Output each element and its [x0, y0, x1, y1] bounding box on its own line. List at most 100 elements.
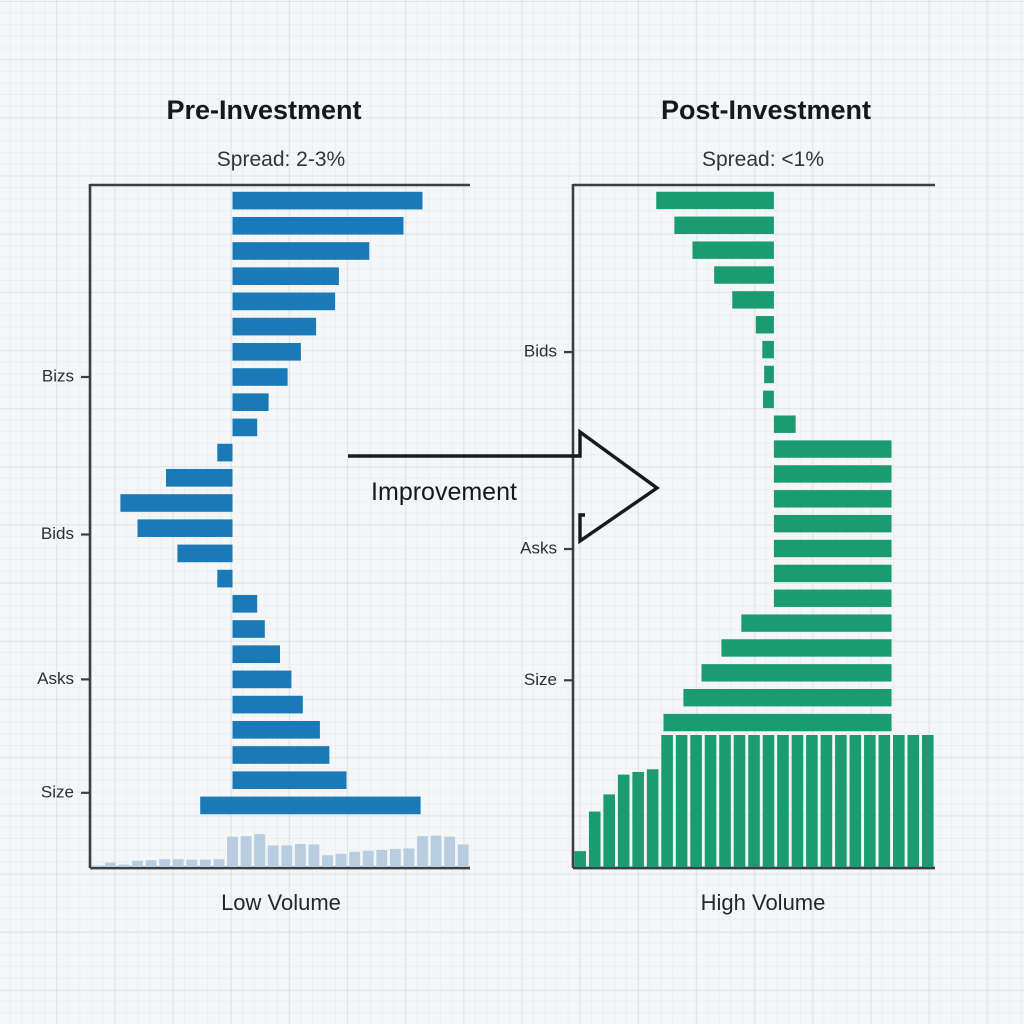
volume-bar [294, 843, 306, 867]
axis-tick-label-asks: Asks [520, 539, 557, 558]
axis-tick-label-asks: Asks [37, 669, 74, 688]
depth-bar [773, 440, 892, 458]
volume-bar [704, 735, 717, 867]
depth-bar [773, 490, 892, 508]
depth-bar [232, 368, 288, 386]
depth-bar [177, 544, 233, 563]
depth-bar [166, 468, 233, 487]
volume-bar [159, 859, 171, 867]
volume-bar [719, 735, 731, 867]
volume-bar [430, 835, 442, 867]
volume-bar [308, 844, 320, 867]
volume-bar [893, 735, 905, 867]
depth-bar [232, 267, 339, 286]
volume-bar [690, 735, 702, 867]
depth-bar [232, 191, 423, 210]
depth-bar [232, 746, 330, 764]
volume-bar [646, 769, 659, 867]
depth-bar [232, 771, 347, 790]
volume-bar [748, 735, 760, 867]
volume-bar [675, 735, 688, 867]
depth-bar [773, 539, 892, 558]
depth-bar [764, 365, 774, 384]
volume-bar [254, 834, 266, 867]
volume-bar [172, 859, 184, 867]
volume-bar [588, 811, 601, 867]
improvement-arrow-icon [348, 428, 660, 545]
volume-bar [186, 859, 198, 867]
depth-bar [763, 390, 774, 409]
volume-bar [267, 845, 279, 867]
improvement-arrow-label: Improvement [371, 478, 517, 506]
volume-bar [878, 735, 891, 867]
volume-bar [281, 845, 293, 867]
depth-bar [755, 316, 774, 334]
left-panel-ticks: Bizs Bids Asks Size [37, 366, 90, 801]
depth-bar [773, 465, 892, 483]
depth-bar [663, 713, 892, 732]
volume-bar [199, 859, 211, 867]
volume-bar [132, 860, 143, 867]
depth-bar [232, 216, 404, 235]
axis-tick-label-size: Size [41, 782, 74, 801]
depth-bar [137, 519, 233, 538]
depth-bar [232, 342, 301, 361]
volume-bar [921, 735, 934, 867]
volume-bar [444, 836, 456, 867]
volume-bar [820, 735, 833, 867]
depth-bar [741, 614, 892, 632]
volume-bar [118, 864, 130, 867]
axis-tick-label-bids: Bids [524, 342, 557, 361]
volume-bar [349, 851, 361, 867]
depth-bar [692, 241, 774, 259]
volume-bar [376, 849, 388, 867]
volume-bar [227, 836, 238, 867]
depth-bar [683, 689, 892, 707]
left-panel-volume-bars [91, 834, 469, 867]
depth-bar [714, 266, 774, 284]
depth-bar [762, 340, 774, 359]
depth-bar [232, 317, 317, 336]
axis-tick-label-bizs: Bizs [42, 366, 74, 385]
volume-bar [603, 794, 615, 867]
volume-bar [322, 855, 333, 867]
depth-bar [232, 645, 280, 664]
left-panel: Pre-Investment Spread: 2-3% Bizs Bids Asks… [37, 95, 470, 915]
depth-bar [217, 443, 233, 462]
volume-bar [849, 735, 862, 867]
depth-bar [232, 720, 320, 739]
volume-bar [240, 836, 252, 867]
volume-bar [617, 774, 630, 867]
volume-bar [806, 735, 818, 867]
depth-bar [773, 415, 796, 433]
depth-bar [232, 292, 336, 311]
volume-bar [791, 735, 804, 867]
volume-bar [907, 735, 920, 867]
depth-bar [656, 191, 774, 210]
depth-bar [232, 242, 370, 260]
right-panel: Post-Investment Spread: <1% Bids Asks Size… [520, 95, 935, 915]
volume-bar [733, 735, 746, 867]
right-panel-ticks: Bids Asks Size [520, 342, 573, 689]
depth-bar [773, 514, 892, 533]
depth-bar [232, 393, 269, 412]
depth-bar [217, 569, 233, 588]
volume-bar [335, 853, 347, 867]
depth-bar [773, 564, 892, 583]
right-panel-volume-caption: High Volume [701, 890, 826, 915]
volume-bar [403, 848, 415, 867]
depth-bar [232, 670, 292, 689]
volume-bar [762, 735, 775, 867]
depth-bar [232, 620, 265, 638]
volume-bar [389, 848, 401, 867]
volume-bar [104, 862, 116, 867]
volume-bar [777, 735, 789, 867]
right-panel-subtitle: Spread: <1% [702, 148, 824, 171]
depth-bar [773, 589, 892, 607]
axis-tick-label-bids: Bids [41, 524, 74, 543]
left-panel-title: Pre-Investment [166, 95, 361, 125]
left-panel-bars [120, 191, 423, 815]
depth-bar [721, 639, 892, 657]
volume-bar [213, 859, 225, 867]
